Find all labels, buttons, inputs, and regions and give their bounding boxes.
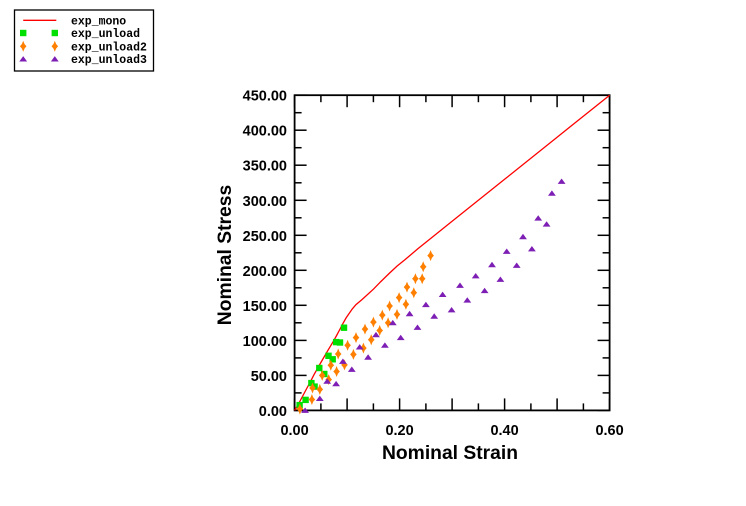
svg-text:exp_unload: exp_unload bbox=[71, 28, 140, 41]
svg-text:200.00: 200.00 bbox=[243, 264, 287, 280]
svg-text:0.00: 0.00 bbox=[280, 423, 308, 439]
svg-text:exp_unload3: exp_unload3 bbox=[71, 54, 147, 67]
svg-text:exp_unload2: exp_unload2 bbox=[71, 41, 147, 54]
svg-text:Nominal Stress: Nominal Stress bbox=[215, 185, 236, 325]
svg-text:100.00: 100.00 bbox=[243, 334, 287, 350]
svg-text:150.00: 150.00 bbox=[243, 299, 287, 315]
svg-text:350.00: 350.00 bbox=[243, 159, 287, 175]
svg-text:400.00: 400.00 bbox=[243, 124, 287, 140]
svg-text:0.40: 0.40 bbox=[490, 423, 518, 439]
svg-text:250.00: 250.00 bbox=[243, 229, 287, 245]
svg-text:0.20: 0.20 bbox=[385, 423, 413, 439]
svg-text:300.00: 300.00 bbox=[243, 194, 287, 210]
svg-text:0.60: 0.60 bbox=[595, 423, 623, 439]
svg-text:Nominal Strain: Nominal Strain bbox=[382, 443, 518, 464]
svg-text:50.00: 50.00 bbox=[251, 369, 287, 385]
svg-text:exp_mono: exp_mono bbox=[71, 15, 126, 28]
svg-text:0.00: 0.00 bbox=[259, 404, 287, 420]
svg-text:450.00: 450.00 bbox=[243, 89, 287, 105]
